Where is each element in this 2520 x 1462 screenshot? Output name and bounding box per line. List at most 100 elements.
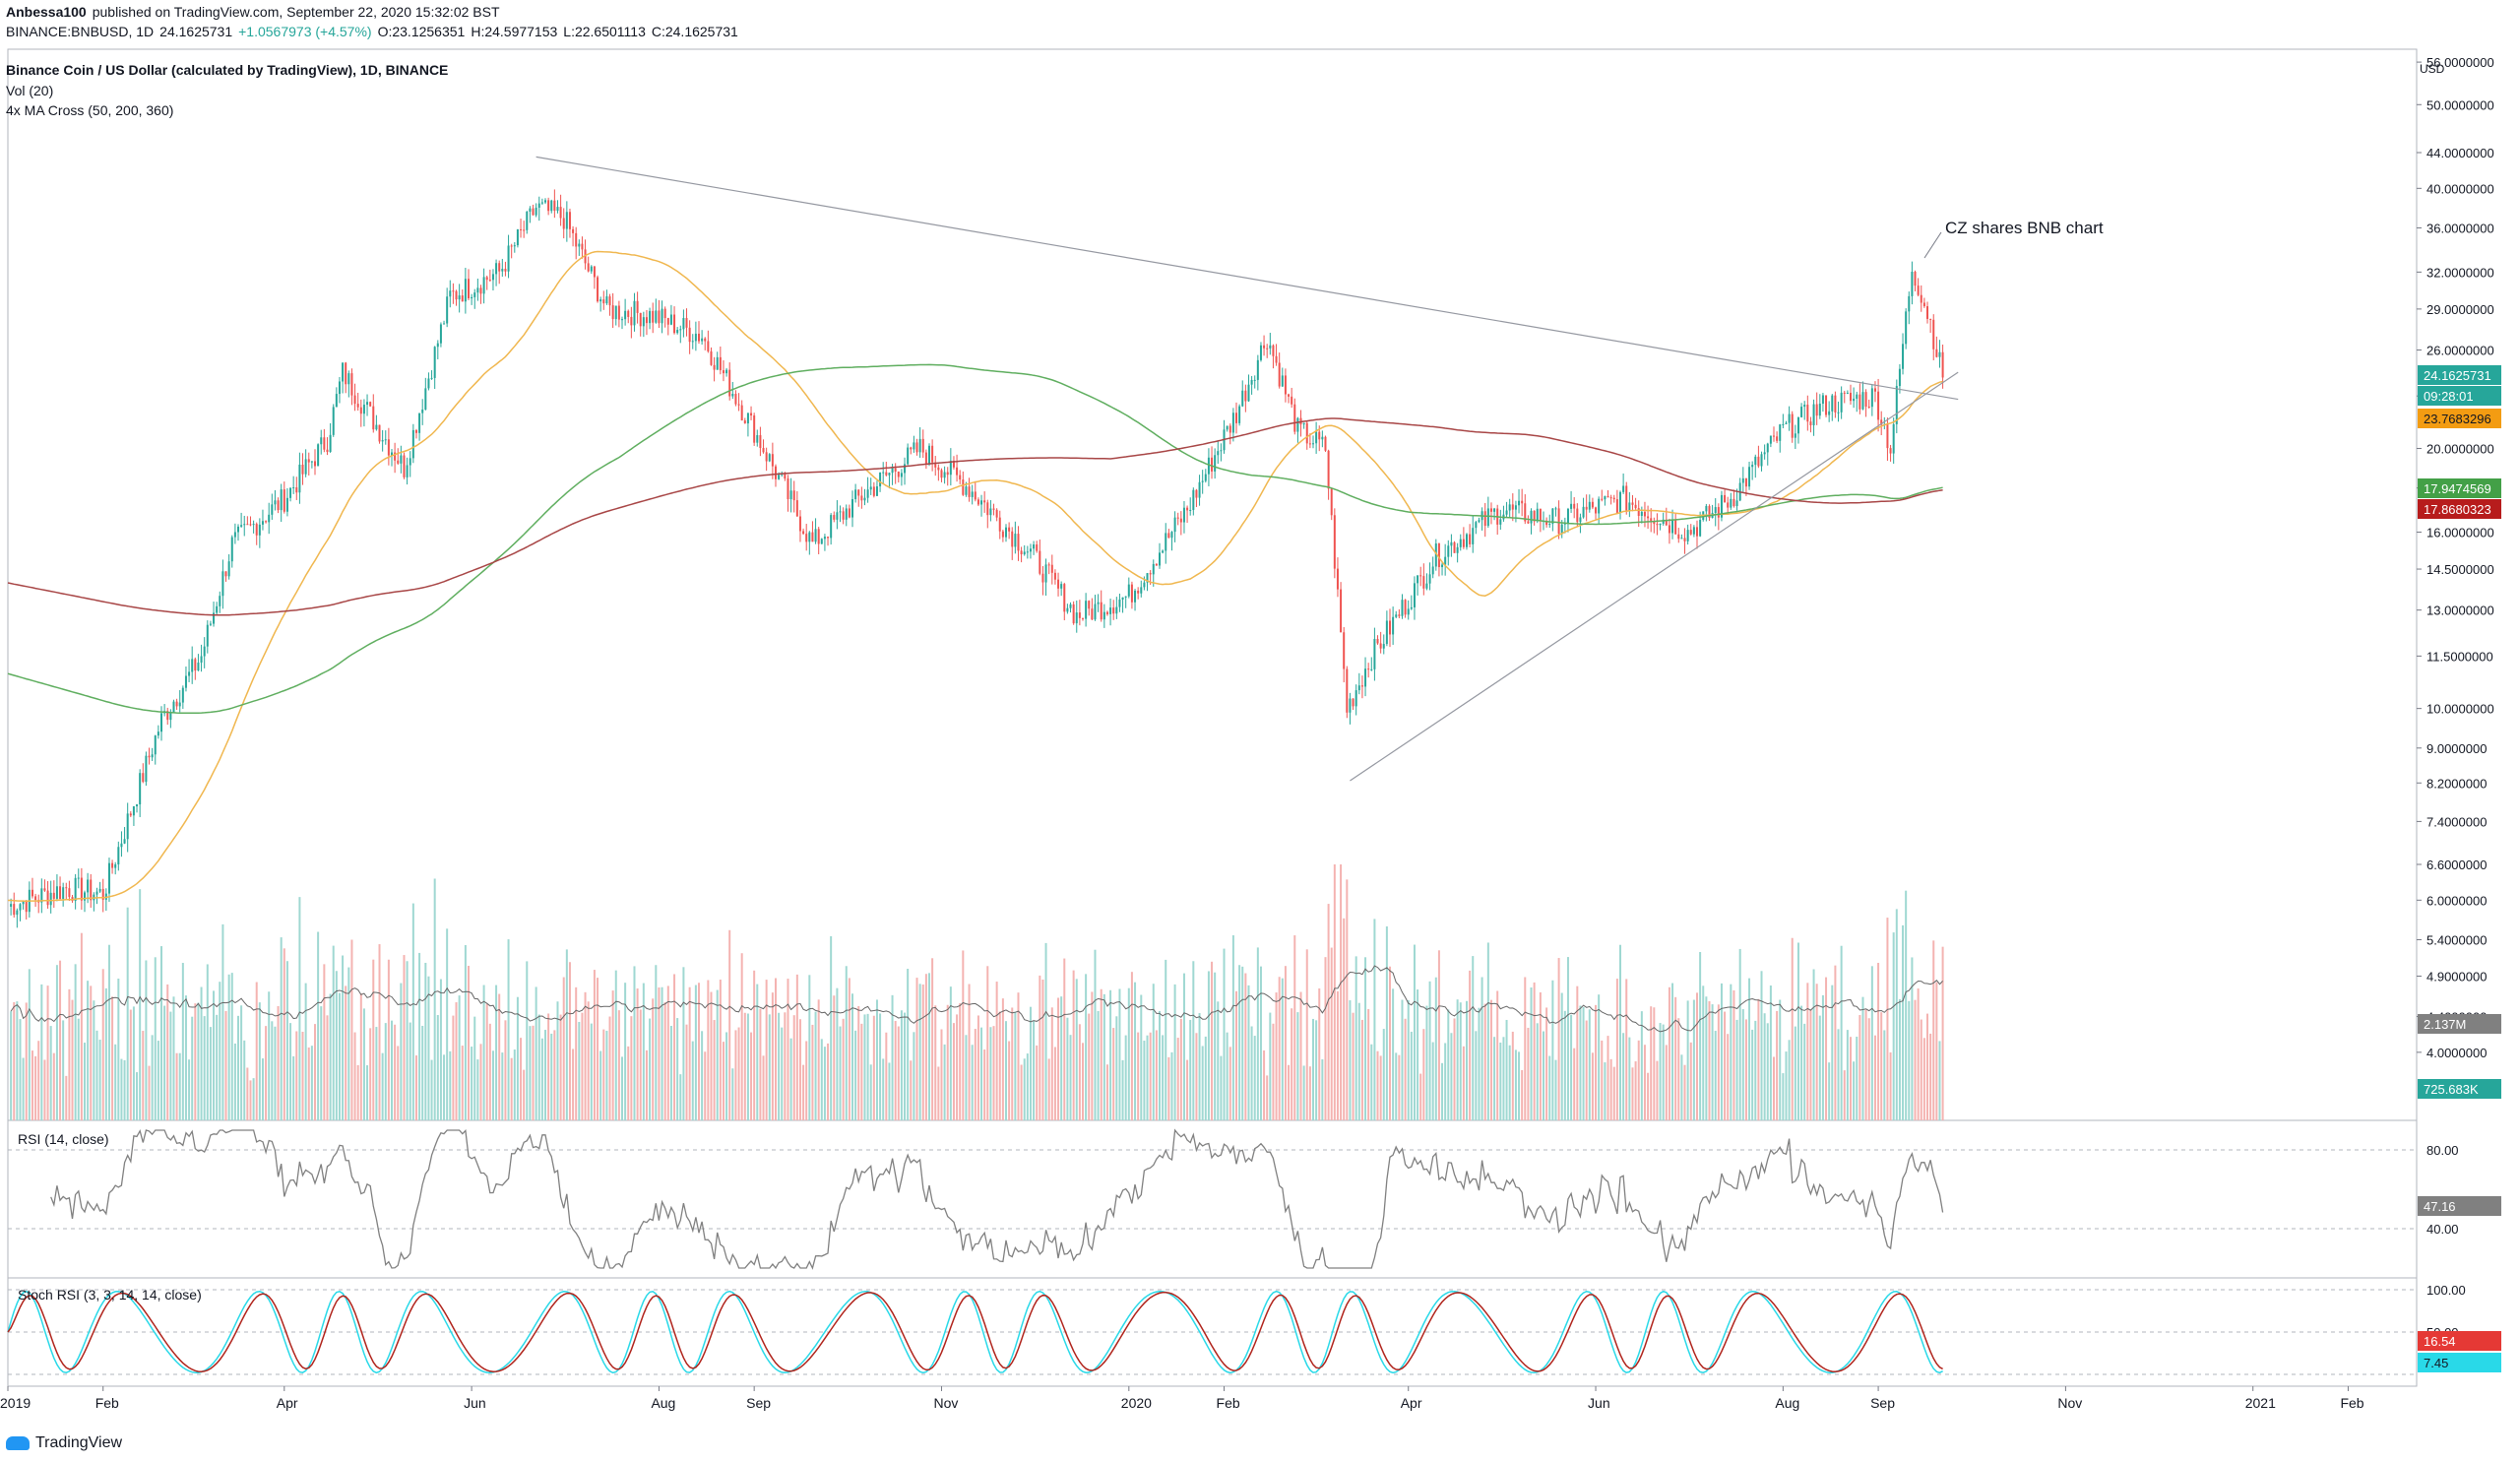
- volume-bar: [645, 1049, 648, 1120]
- candle-body: [421, 409, 424, 413]
- candle-body: [655, 310, 658, 323]
- candle-body: [1078, 612, 1081, 618]
- volume-bar: [940, 1029, 943, 1120]
- candle-body: [1828, 411, 1831, 415]
- time-tick-label: Sep: [1870, 1395, 1895, 1411]
- volume-bar: [1291, 1008, 1293, 1120]
- candle-body: [394, 452, 397, 461]
- volume-bar: [1001, 998, 1004, 1120]
- legend-ma-cross[interactable]: 4x MA Cross (50, 200, 360): [6, 102, 174, 118]
- time-tick-label: 2020: [1121, 1395, 1152, 1411]
- legend-volume[interactable]: Vol (20): [6, 83, 54, 98]
- volume-bar: [716, 989, 719, 1120]
- volume-last-label-bg: [2418, 1079, 2501, 1099]
- candle-body: [713, 364, 716, 370]
- candle-body: [1296, 417, 1299, 432]
- candle-body: [1699, 520, 1702, 537]
- volume-bar: [1628, 1037, 1631, 1120]
- volume-bar: [240, 1005, 243, 1120]
- volume-bar: [1926, 1013, 1928, 1120]
- candle-body: [317, 444, 320, 467]
- volume-bar: [1226, 1032, 1228, 1120]
- candle-body: [55, 886, 58, 899]
- candle-body: [476, 287, 479, 293]
- publisher-name[interactable]: Anbessa100: [6, 4, 87, 20]
- candle-body: [16, 910, 19, 916]
- volume-bar: [1696, 992, 1698, 1120]
- volume-bar: [1398, 1054, 1401, 1120]
- candle-body: [1566, 508, 1569, 524]
- volume-bar: [1469, 970, 1472, 1120]
- volume-bar: [1828, 1062, 1831, 1120]
- volume-bar: [1543, 1031, 1544, 1120]
- candle-body: [1677, 534, 1680, 540]
- volume-bar: [446, 928, 449, 1120]
- legend-rsi[interactable]: RSI (14, close): [18, 1131, 109, 1147]
- volume-bar: [1640, 1011, 1643, 1120]
- volume-bar: [1162, 1035, 1165, 1120]
- volume-bar: [550, 1033, 553, 1120]
- volume-bar: [317, 931, 320, 1120]
- candle-body: [473, 292, 476, 297]
- volume-bar: [1714, 1031, 1717, 1120]
- candle-body: [921, 438, 924, 453]
- volume-bar: [403, 955, 406, 1120]
- volume-bar: [1256, 947, 1259, 1120]
- open-text: O:23.1256351: [377, 24, 466, 39]
- candle-body: [1472, 528, 1475, 544]
- volume-bar: [900, 1010, 903, 1120]
- candle-body: [1057, 579, 1060, 589]
- volume-bar: [1791, 937, 1794, 1120]
- candle-body: [1063, 584, 1066, 612]
- candle-body: [1864, 392, 1867, 407]
- candle-body: [1162, 550, 1165, 553]
- volume-bar: [1689, 1042, 1692, 1120]
- candle-body: [605, 296, 608, 304]
- candle-body: [827, 537, 830, 539]
- volume-bar: [1422, 1029, 1425, 1120]
- candle-body: [787, 478, 789, 500]
- tradingview-logo[interactable]: TradingView: [6, 1434, 122, 1452]
- candle-body: [62, 887, 65, 900]
- last-price-label: 24.1625731: [2424, 368, 2491, 383]
- candle-body: [498, 263, 501, 272]
- candle-body: [1757, 456, 1760, 467]
- candle-body: [1640, 511, 1643, 516]
- volume-bar: [1346, 879, 1349, 1120]
- candle-body: [491, 274, 494, 281]
- candle-body: [685, 318, 688, 328]
- candle-body: [1263, 345, 1266, 349]
- annotation-text[interactable]: CZ shares BNB chart: [1945, 219, 2104, 237]
- volume-bar: [1017, 992, 1020, 1120]
- volume-bar: [1444, 1043, 1447, 1120]
- candle-body: [332, 407, 335, 435]
- volume-bar: [1674, 996, 1677, 1120]
- volume-bar: [1499, 1042, 1502, 1120]
- volume-bar: [937, 1066, 940, 1120]
- candle-body: [1766, 443, 1769, 453]
- candle-body: [1938, 351, 1941, 357]
- candle-body: [1023, 551, 1026, 555]
- volume-bar: [178, 1052, 181, 1120]
- volume-bar: [261, 1058, 264, 1120]
- candle-body: [446, 296, 449, 324]
- volume-bar: [1788, 1040, 1791, 1120]
- candle-body: [418, 413, 421, 433]
- volume-bar: [1533, 982, 1536, 1120]
- price-tick-label: 8.2000000: [2426, 776, 2487, 791]
- volume-bar: [1595, 1004, 1598, 1120]
- candle-body: [1902, 344, 1905, 369]
- volume-bar: [526, 961, 529, 1120]
- candle-body: [1066, 607, 1069, 612]
- volume-bar: [268, 991, 271, 1120]
- volume-bar: [326, 1015, 329, 1120]
- stoch-k-last-label: 7.45: [2424, 1356, 2448, 1370]
- candle-body: [581, 243, 584, 250]
- legend-stoch-rsi[interactable]: Stoch RSI (3, 3, 14, 14, close): [18, 1287, 202, 1303]
- volume-bar: [743, 1012, 746, 1120]
- volume-bar: [1186, 1059, 1189, 1120]
- volume-bar: [553, 1030, 556, 1120]
- volume-bar: [565, 949, 568, 1120]
- volume-bar: [1450, 1033, 1453, 1120]
